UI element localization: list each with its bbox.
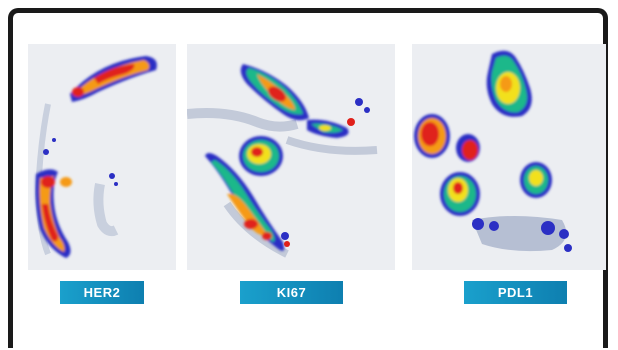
hotspot-cluster bbox=[70, 56, 157, 102]
hotspot-dot bbox=[284, 241, 290, 247]
hotspot-dot bbox=[52, 138, 56, 142]
hotspot-cluster bbox=[440, 134, 480, 216]
hotspot-cluster bbox=[240, 64, 349, 138]
ki67-label: KI67 bbox=[240, 281, 343, 304]
tissue-strand bbox=[93, 183, 119, 237]
hotspot-dot bbox=[43, 149, 49, 155]
hotspot-dot bbox=[281, 232, 289, 240]
hotspot-cluster bbox=[239, 136, 283, 176]
hotspot-dot bbox=[114, 182, 118, 186]
pdl1-heatmap-image bbox=[412, 44, 606, 270]
pdl1-heatmap-svg bbox=[414, 50, 572, 252]
ki67-heatmap-image bbox=[187, 44, 395, 270]
hotspot-dot bbox=[347, 118, 355, 126]
hotspot-dot bbox=[472, 218, 484, 230]
hotspot-dot bbox=[489, 221, 499, 231]
her2-heatmap-image bbox=[28, 44, 176, 270]
tissue-strand bbox=[285, 136, 378, 155]
tissue-strand bbox=[187, 108, 299, 132]
hotspot-dot bbox=[364, 107, 370, 113]
hotspot-dot bbox=[355, 98, 363, 106]
hotspot-dot bbox=[541, 221, 555, 235]
hotspot-cluster bbox=[205, 153, 285, 251]
hotspot-dot bbox=[109, 173, 115, 179]
her2-heatmap-svg bbox=[34, 56, 157, 258]
hotspot-cluster bbox=[520, 162, 552, 198]
tissue-strand bbox=[223, 201, 289, 258]
hotspot-cluster bbox=[414, 114, 450, 158]
her2-label: HER2 bbox=[60, 281, 144, 304]
hotspot-dot bbox=[559, 229, 569, 239]
ki67-heatmap-svg bbox=[187, 64, 378, 258]
hotspot-cluster bbox=[486, 50, 532, 117]
pdl1-label: PDL1 bbox=[464, 281, 567, 304]
hotspot-dot bbox=[564, 244, 572, 252]
hotspot-cluster bbox=[35, 169, 72, 258]
